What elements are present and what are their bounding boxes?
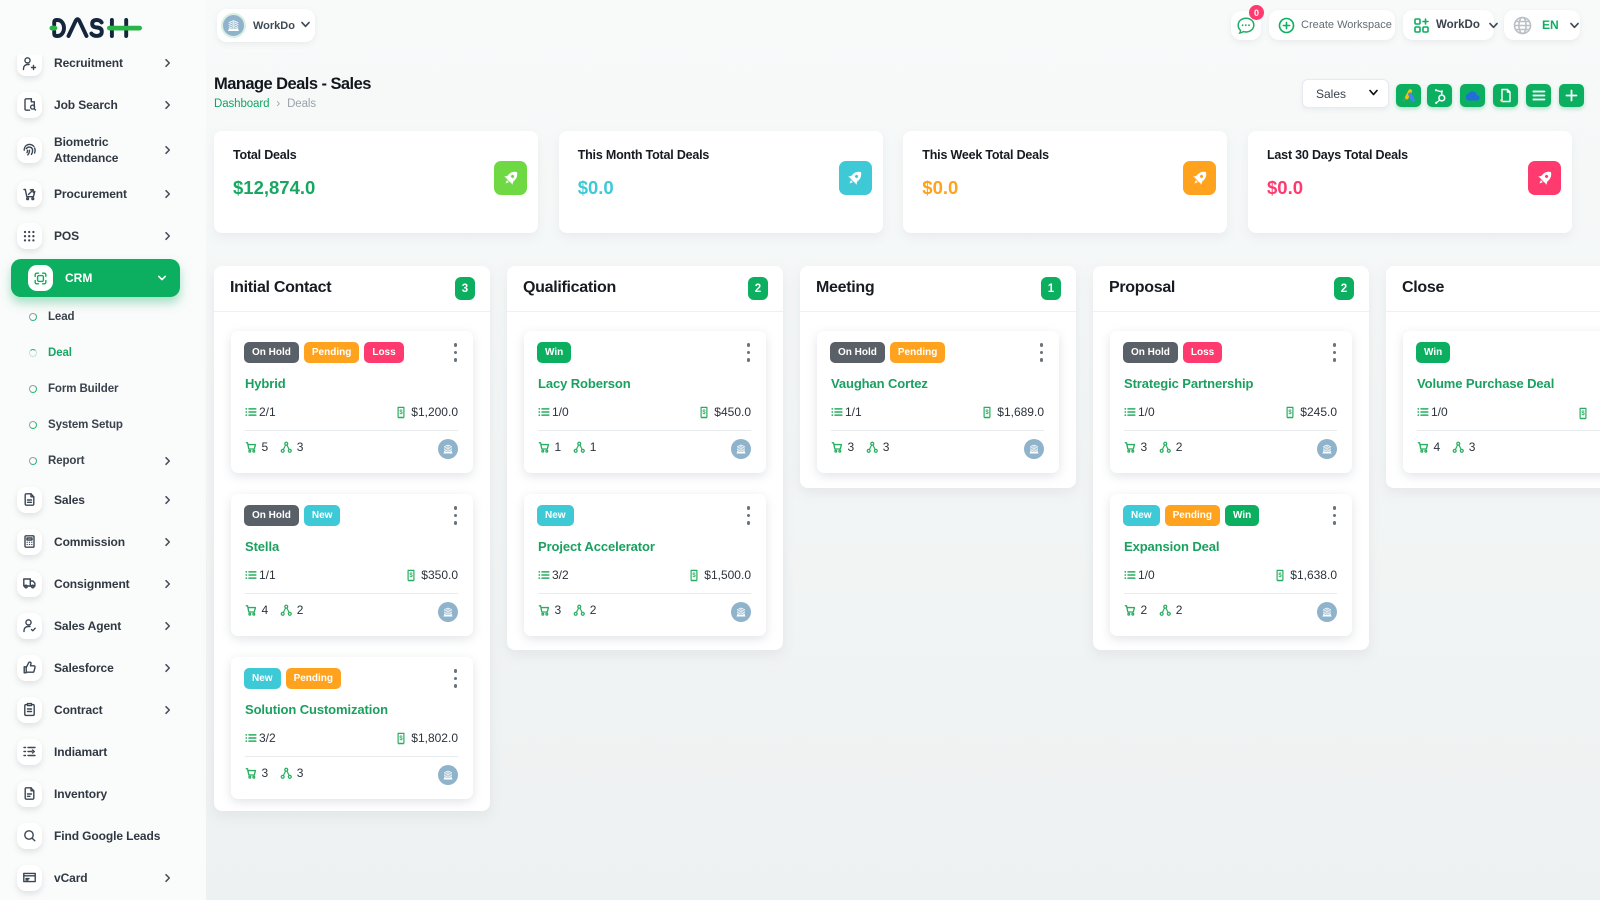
svg-text:$: $: [1279, 573, 1283, 579]
svg-text:$: $: [693, 573, 697, 579]
svg-text:$: $: [703, 410, 707, 416]
svg-text:$: $: [400, 410, 404, 416]
svg-text:$: $: [1289, 410, 1293, 416]
svg-text:$: $: [986, 410, 990, 416]
svg-text:$: $: [410, 573, 414, 579]
svg-text:$: $: [1581, 411, 1585, 417]
svg-text:$: $: [400, 736, 404, 742]
